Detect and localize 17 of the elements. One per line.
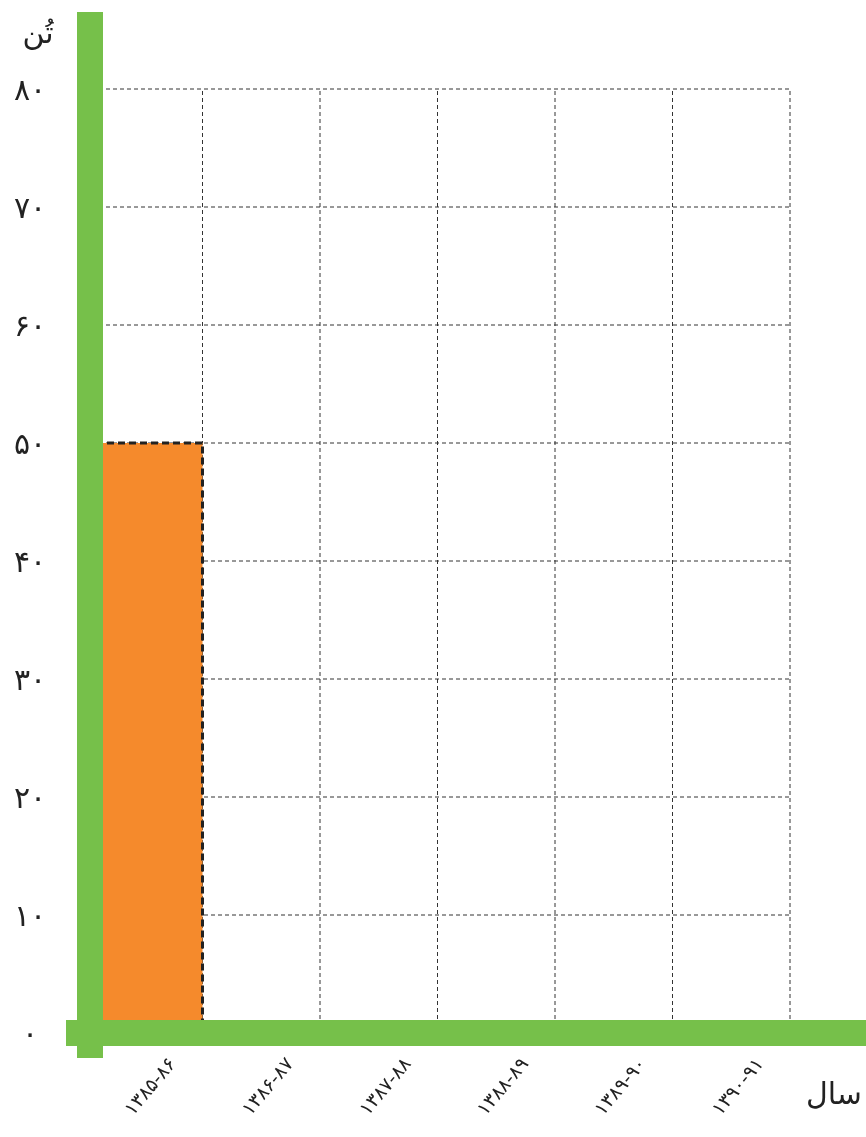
y-tick-label: ۳۰ <box>13 661 47 697</box>
y-tick-label: ۷۰ <box>13 189 47 225</box>
x-tick-label: ۱۳۸۷-۸۸ <box>354 1052 415 1119</box>
y-tick-label: ۴۰ <box>13 543 47 579</box>
x-tick-label: ۱۳۸۸-۸۹ <box>471 1052 533 1119</box>
y-tick-label: ۲۰ <box>13 779 47 815</box>
x-tick-label: ۱۳۹۰-۹۱ <box>706 1052 768 1119</box>
y-axis-title: تُن <box>22 14 55 50</box>
y-tick-label: ۸۰ <box>13 71 47 107</box>
y-tick-label: ۰ <box>21 1015 39 1051</box>
x-tick-label: ۱۳۸۶-۸۷ <box>236 1052 298 1119</box>
x-tick-label: ۱۳۸۵-۸۶ <box>119 1052 180 1119</box>
y-tick-label: ۶۰ <box>13 307 47 343</box>
y-tick-label: ۱۰ <box>13 897 47 933</box>
x-tick-label: ۱۳۸۹-۹۰ <box>589 1052 650 1119</box>
y-tick-label: ۵۰ <box>13 425 47 461</box>
x-axis-title: سال <box>805 1075 862 1111</box>
